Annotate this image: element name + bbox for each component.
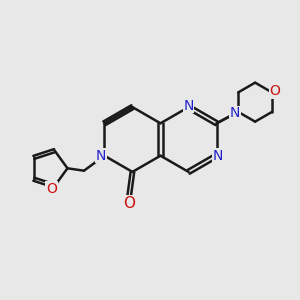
Text: O: O <box>46 182 57 196</box>
Text: N: N <box>213 149 223 163</box>
Text: N: N <box>230 106 240 120</box>
Text: N: N <box>183 99 194 112</box>
Text: O: O <box>270 84 280 98</box>
Text: N: N <box>96 149 106 163</box>
Text: O: O <box>123 196 135 211</box>
